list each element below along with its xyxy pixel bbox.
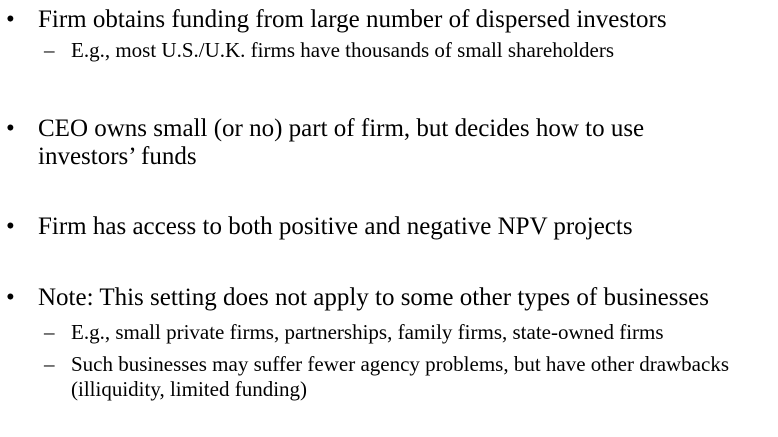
bullet-text: Firm obtains funding from large number o… (38, 6, 667, 33)
bullet-line: • Firm obtains funding from large number… (0, 6, 778, 34)
sub-bullet-text: E.g., most U.S./U.K. firms have thousand… (71, 38, 615, 62)
bullet-dot: • (6, 213, 15, 240)
sub-bullet-text: E.g., small private firms, partnerships,… (71, 320, 664, 344)
sub-bullet-line: – E.g., small private firms, partnership… (0, 320, 778, 345)
sub-bullet-dash: – (44, 352, 55, 376)
sub-bullet-line: – E.g., most U.S./U.K. firms have thousa… (0, 38, 778, 63)
bullet-dot: • (6, 284, 15, 311)
sub-bullet-dash: – (44, 38, 55, 62)
bullet-text: Note: This setting does not apply to som… (38, 284, 709, 311)
bullet-item: • CEO owns small (or no) part of firm, b… (0, 115, 778, 171)
bullet-text: CEO owns small (or no) part of firm, but… (38, 115, 645, 170)
sub-bullet-text: Such businesses may suffer fewer agency … (71, 352, 729, 401)
bullet-text: Firm has access to both positive and neg… (38, 213, 633, 240)
bullet-line: • Firm has access to both positive and n… (0, 213, 778, 241)
bullet-dot: • (6, 115, 15, 142)
bullet-dot: • (6, 6, 15, 33)
bullet-line: • Note: This setting does not apply to s… (0, 284, 778, 312)
bullet-item: • Firm has access to both positive and n… (0, 213, 778, 241)
bullet-line: • CEO owns small (or no) part of firm, b… (0, 115, 738, 171)
sub-bullet-dash: – (44, 320, 55, 344)
bullet-item: • Firm obtains funding from large number… (0, 6, 778, 63)
sub-bullet-line: – Such businesses may suffer fewer agenc… (0, 352, 751, 402)
bullet-item: • Note: This setting does not apply to s… (0, 284, 778, 402)
